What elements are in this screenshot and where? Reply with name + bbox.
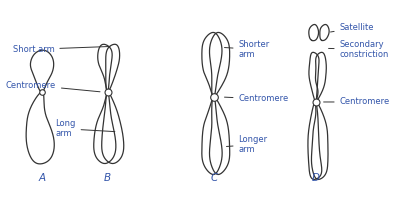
Text: Longer
arm: Longer arm [227,135,268,154]
Text: Centromere: Centromere [324,98,390,106]
Text: B: B [104,173,111,183]
Text: Centromere: Centromere [6,81,100,92]
Text: Long
arm: Long arm [55,119,115,138]
Text: Centromere: Centromere [225,95,289,103]
Text: Shorter
arm: Shorter arm [225,40,270,59]
Text: Satellite: Satellite [330,23,374,32]
Text: Short arm: Short arm [13,45,110,54]
Text: A: A [39,173,46,183]
Text: D: D [312,173,320,183]
Text: Secondary
constriction: Secondary constriction [328,40,389,59]
Text: C: C [210,173,217,183]
